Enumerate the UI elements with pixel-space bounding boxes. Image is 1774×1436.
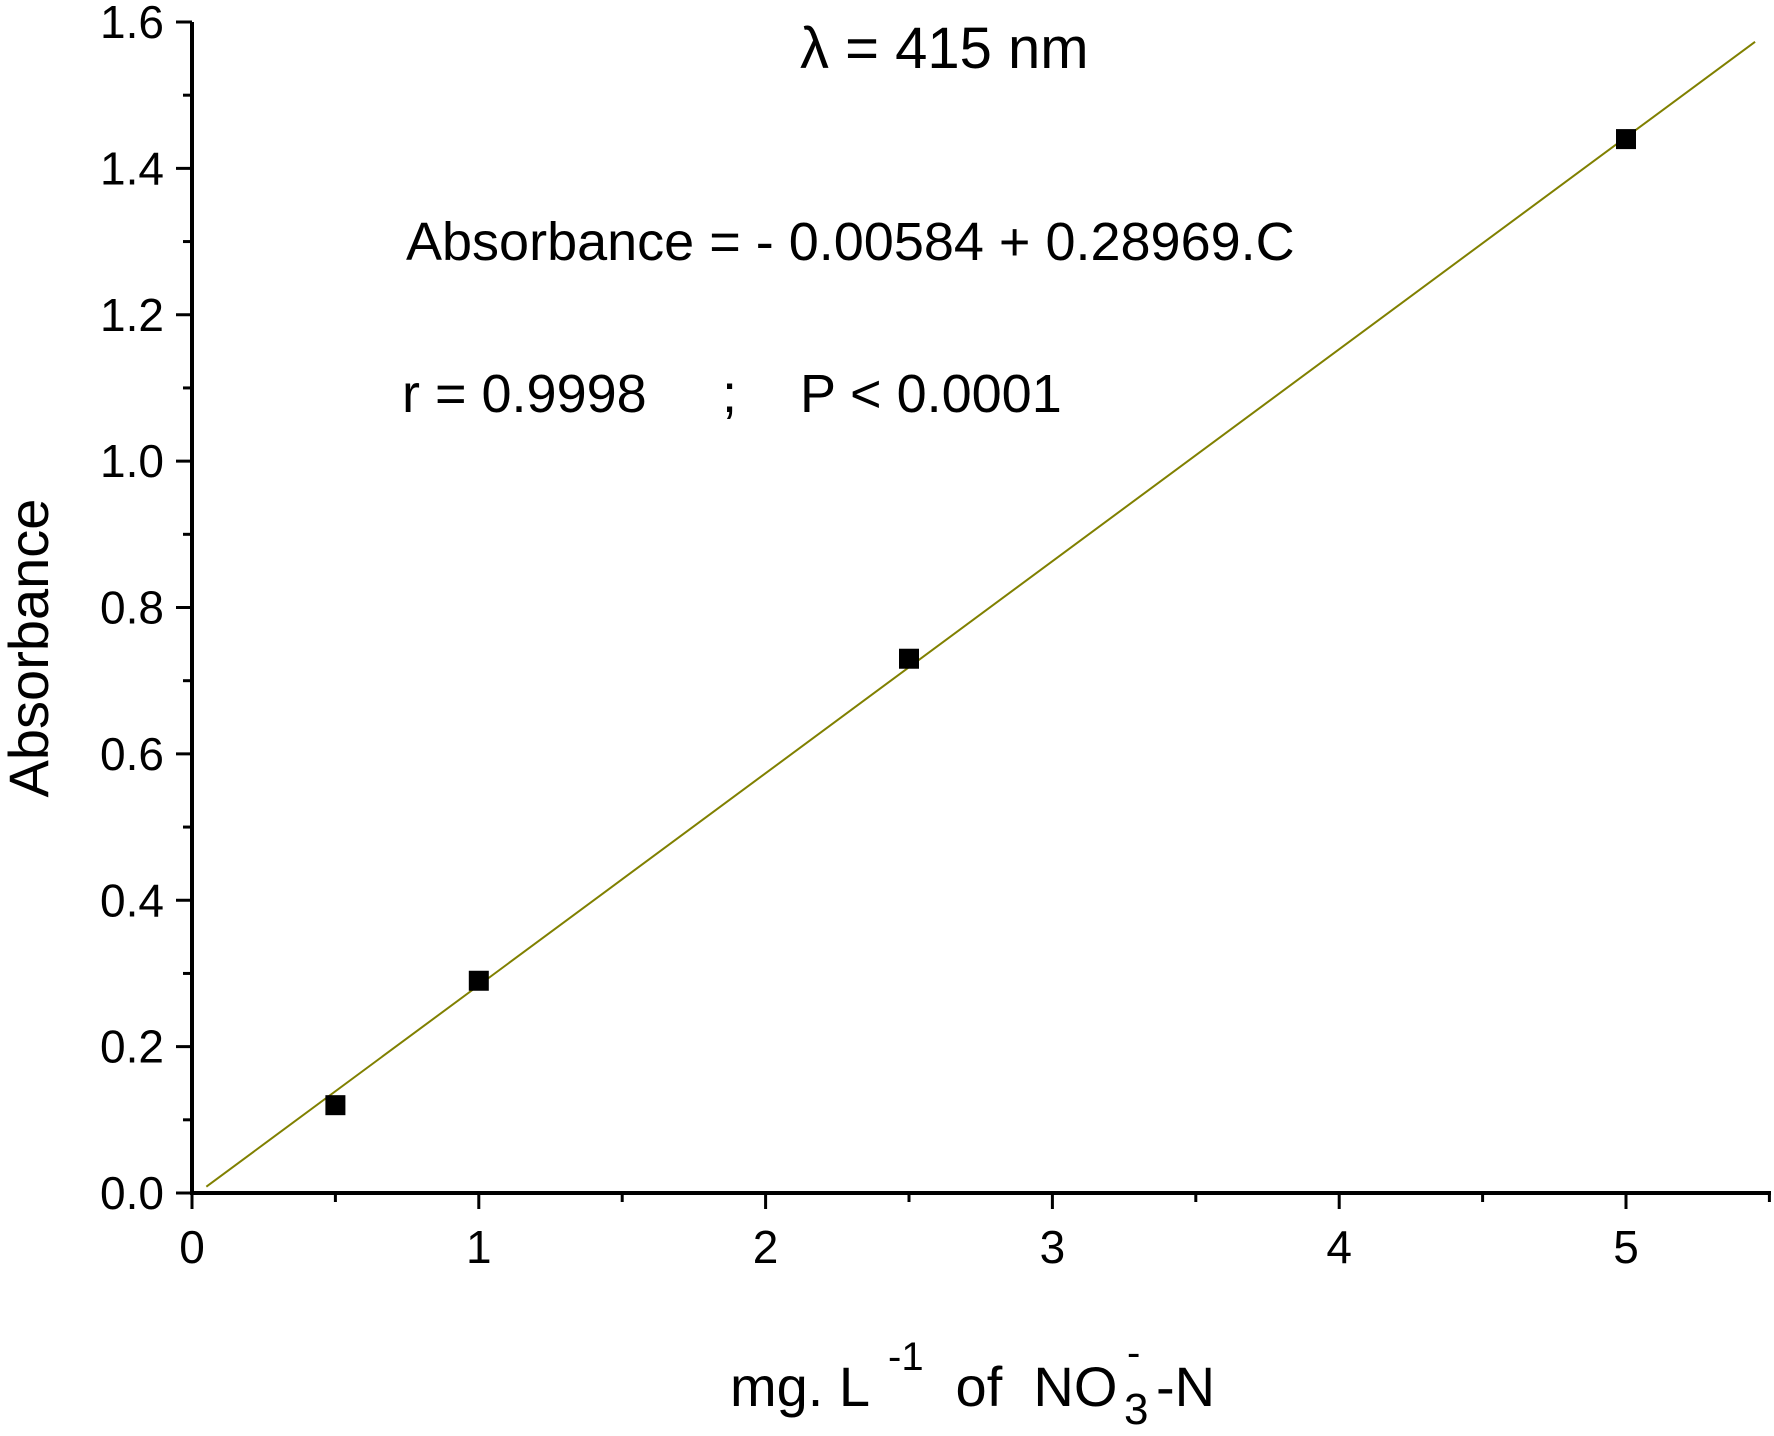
y-tick-label: 0.8 (100, 582, 164, 634)
y-tick-label: 0.6 (100, 728, 164, 780)
x-tick-label: 1 (466, 1221, 492, 1273)
x-axis-title: mg. L -1 of NO - 3 -N (730, 1331, 1215, 1434)
y-tick-label: 1.6 (100, 0, 164, 48)
data-point (1616, 129, 1636, 150)
x-tick-label: 0 (179, 1221, 205, 1273)
wavelength-annotation: λ = 415 nm (800, 16, 1089, 81)
y-ticks: 0.0 0.2 0.4 0.6 0.8 1.0 1.2 1.4 1.6 (100, 0, 192, 1219)
correlation-coefficient: r = 0.9998 (402, 364, 647, 424)
stat-separator: ; (722, 364, 737, 424)
data-point (325, 1095, 346, 1116)
x-ticks: 0 1 2 3 4 5 (179, 1193, 1771, 1273)
data-point (468, 970, 489, 991)
x-tick-label: 3 (1040, 1221, 1066, 1273)
regression-fit-line (205, 40, 1756, 1188)
y-tick-label: 0.4 (100, 874, 164, 926)
x-axis-title-superscript: - (1127, 1331, 1140, 1375)
y-tick-label: 1.0 (100, 435, 164, 487)
x-axis-title-exponent: -1 (888, 1335, 924, 1379)
x-tick-label: 2 (753, 1221, 779, 1273)
data-points (325, 129, 1636, 1116)
x-axis-title-middle: of NO (940, 1355, 1117, 1418)
x-tick-label: 4 (1326, 1221, 1352, 1273)
regression-equation: Absorbance = - 0.00584 + 0.28969.C (406, 212, 1295, 272)
y-tick-label: 1.4 (100, 142, 164, 194)
x-axis-title-prefix: mg. L (730, 1355, 870, 1418)
y-tick-label: 0.0 (100, 1167, 164, 1219)
y-tick-label: 1.2 (100, 289, 164, 341)
x-tick-label: 5 (1613, 1221, 1639, 1273)
p-value: P < 0.0001 (800, 364, 1062, 424)
y-tick-label: 0.2 (100, 1021, 164, 1073)
y-axis-title: Absorbance (0, 499, 60, 798)
fit-line-layer (205, 40, 1756, 1188)
x-axis-title-subscript: 3 (1124, 1385, 1148, 1431)
data-point (899, 648, 919, 669)
x-axis-title-suffix: -N (1156, 1355, 1215, 1418)
